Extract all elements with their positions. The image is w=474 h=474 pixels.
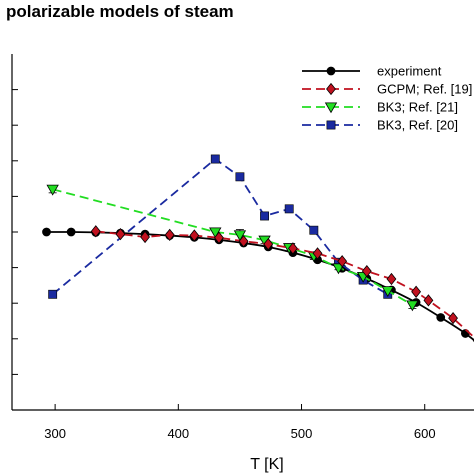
data-point <box>260 211 269 221</box>
legend-entry: GCPM; Ref. [19] <box>302 82 472 97</box>
data-point <box>115 227 126 241</box>
legend-label: BK3, Ref. [20] <box>377 118 458 133</box>
data-point <box>332 263 345 275</box>
data-point <box>140 230 150 244</box>
x-tick-label: 500 <box>291 426 313 441</box>
data-point <box>361 265 372 278</box>
data-point <box>238 235 249 248</box>
data-point <box>209 227 222 239</box>
series-layer <box>42 154 474 343</box>
x-tick-label: 400 <box>167 426 189 441</box>
data-point <box>406 300 419 312</box>
data-point <box>233 230 247 242</box>
axes: 300 400 500 600 <box>11 54 474 441</box>
data-point <box>324 102 338 114</box>
data-point <box>284 204 294 214</box>
data-point <box>326 120 336 130</box>
legend-entry: experiment <box>302 64 442 79</box>
data-point <box>386 272 397 286</box>
data-point <box>164 228 175 241</box>
series-line <box>52 157 389 296</box>
data-point <box>66 227 76 237</box>
x-axis-label: T [K] <box>250 456 284 473</box>
data-point <box>326 82 336 96</box>
data-point <box>46 184 59 196</box>
series-line <box>46 231 474 342</box>
data-point <box>423 294 434 307</box>
data-point <box>326 66 336 76</box>
legend-entry: BK3, Ref. [20] <box>302 118 458 133</box>
data-point <box>235 172 245 182</box>
data-point <box>214 231 224 244</box>
data-point <box>189 229 200 242</box>
data-point <box>42 227 51 237</box>
data-point <box>381 286 394 298</box>
data-point <box>448 312 458 325</box>
legend-label: experiment <box>377 64 442 79</box>
legend-label: GCPM; Ref. [19] <box>377 82 472 97</box>
data-point <box>312 247 323 260</box>
series-bk3-ref-21 <box>46 184 419 312</box>
data-point <box>263 237 274 251</box>
data-point <box>309 225 319 235</box>
data-point <box>436 313 446 322</box>
series-bk3-ref-20 <box>48 154 393 299</box>
legend-label: BK3; Ref. [21] <box>377 100 458 115</box>
legend-entry: BK3; Ref. [21] <box>302 100 458 115</box>
x-tick-label: 300 <box>44 426 66 441</box>
data-point <box>48 289 58 299</box>
data-point <box>411 285 422 298</box>
series-line <box>52 188 413 306</box>
data-point <box>90 225 101 238</box>
chart-title: polarizable models of steam <box>6 2 234 21</box>
data-point <box>337 255 348 268</box>
series-gcpm-ref-19 <box>90 225 474 343</box>
data-point <box>210 154 220 164</box>
x-tick-label: 600 <box>414 426 436 441</box>
legend: experiment GCPM; Ref. [19] BK3; Ref. [21] B… <box>302 64 472 133</box>
series-experiment <box>42 227 474 342</box>
data-point <box>287 242 298 255</box>
